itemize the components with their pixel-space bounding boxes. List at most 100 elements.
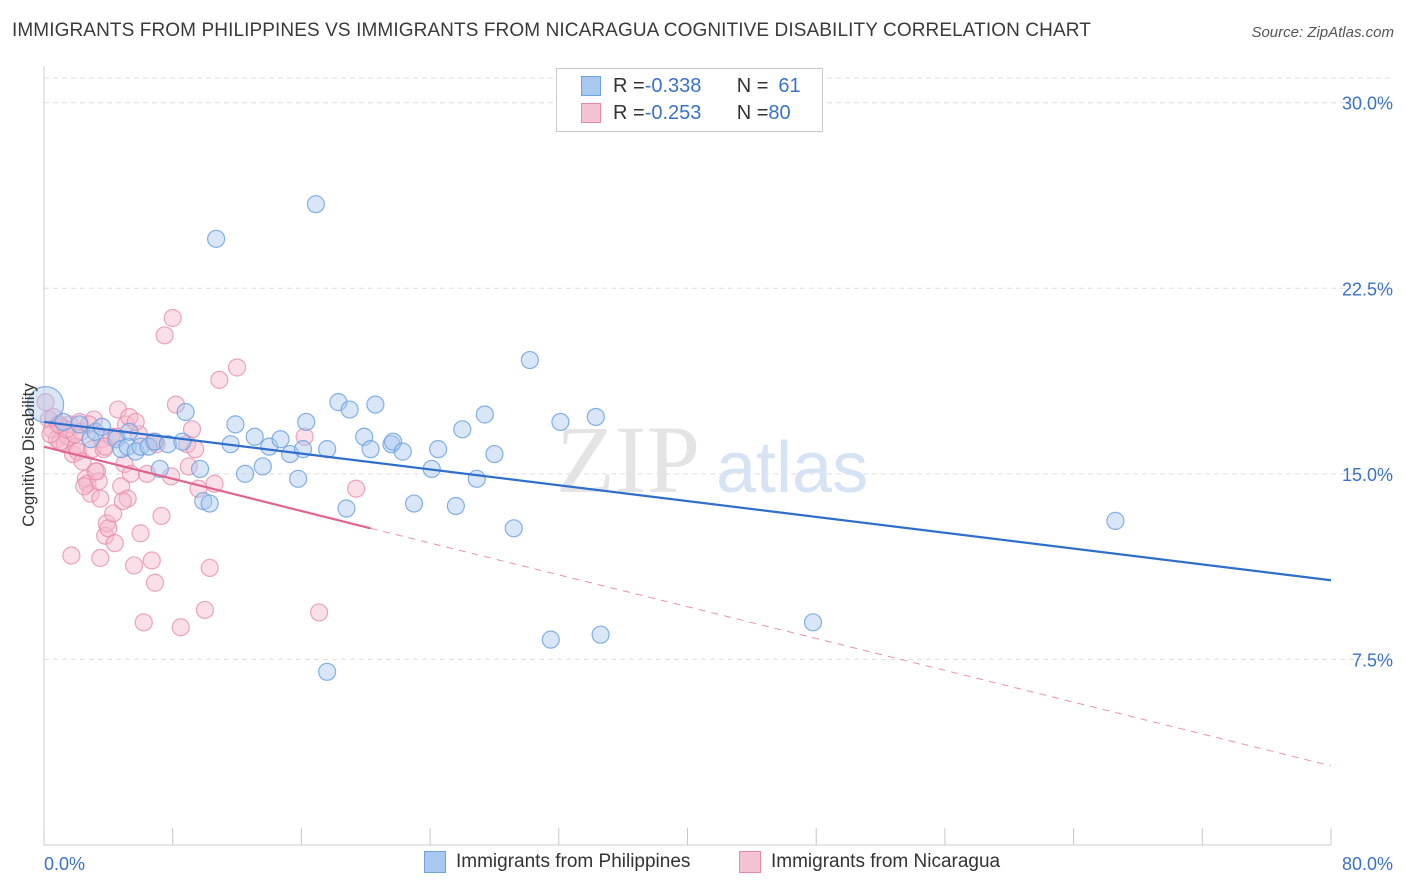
data-point-philippines bbox=[340, 400, 359, 419]
data-point-philippines bbox=[253, 457, 272, 476]
legend-r-value: -0.338 bbox=[644, 74, 702, 97]
trend-lines bbox=[43, 420, 1332, 767]
data-point-nicaragua bbox=[195, 600, 214, 620]
data-point-nicaragua bbox=[227, 358, 247, 377]
data-point-nicaragua bbox=[104, 504, 123, 523]
data-point-philippines bbox=[366, 395, 385, 414]
data-point-nicaragua bbox=[91, 489, 110, 508]
y-axis-label: Cognitive Disability bbox=[19, 383, 38, 527]
data-point-nicaragua bbox=[182, 420, 202, 439]
data-point-nicaragua bbox=[108, 400, 128, 419]
bottom-legend-nicaragua: Immigrants from Nicaragua bbox=[739, 851, 1000, 873]
data-point-nicaragua bbox=[91, 548, 110, 568]
data-point-nicaragua bbox=[200, 558, 219, 577]
data-point-nicaragua bbox=[124, 556, 144, 575]
data-point-philippines bbox=[92, 417, 112, 436]
data-point-nicaragua bbox=[36, 393, 55, 412]
y-tick-label: 22.5% bbox=[1342, 279, 1393, 299]
data-point-philippines bbox=[207, 229, 226, 248]
legend-r-label: R = bbox=[613, 101, 645, 124]
grid-lines bbox=[44, 77, 1392, 660]
data-point-nicaragua bbox=[171, 618, 190, 637]
data-point-philippines bbox=[467, 469, 486, 488]
data-point-philippines bbox=[289, 469, 308, 488]
data-point-nicaragua bbox=[152, 506, 171, 526]
legend-swatch-blue bbox=[581, 76, 601, 96]
data-point-philippines bbox=[404, 494, 424, 513]
data-point-philippines bbox=[190, 459, 210, 479]
data-point-philippines bbox=[245, 427, 264, 446]
data-point-nicaragua bbox=[126, 412, 145, 432]
data-point-nicaragua bbox=[145, 573, 165, 592]
data-point-nicaragua bbox=[62, 546, 81, 565]
data-point-philippines bbox=[803, 613, 823, 632]
bottom-legend-label: Immigrants from Philippines bbox=[456, 851, 691, 872]
data-point-nicaragua bbox=[163, 308, 182, 328]
bottom-legend-philippines: Immigrants from Philippines bbox=[424, 851, 690, 873]
data-point-nicaragua bbox=[134, 613, 153, 632]
data-point-philippines bbox=[541, 630, 560, 649]
data-point-nicaragua bbox=[131, 524, 150, 543]
x-tick-label: 0.0% bbox=[44, 854, 85, 874]
data-point-philippines bbox=[1106, 511, 1125, 530]
y-tick-label: 7.5% bbox=[1352, 650, 1393, 670]
legend-swatch-pink bbox=[581, 103, 601, 123]
data-point-philippines bbox=[235, 464, 255, 483]
data-point-philippines bbox=[393, 442, 412, 461]
y-tick-label: 15.0% bbox=[1342, 465, 1393, 485]
data-point-nicaragua bbox=[86, 462, 105, 481]
data-point-philippines bbox=[485, 444, 504, 464]
bottom-legend-swatch-blue bbox=[424, 851, 446, 873]
data-point-philippines bbox=[586, 407, 605, 427]
bottom-legend-label: Immigrants from Nicaragua bbox=[771, 851, 1001, 872]
data-point-philippines bbox=[54, 412, 73, 432]
data-point-nicaragua bbox=[210, 370, 229, 389]
data-point-philippines bbox=[150, 459, 169, 479]
data-point-nicaragua bbox=[346, 479, 366, 498]
data-point-philippines bbox=[551, 412, 570, 432]
legend-row-philippines: R = -0.338 N = 61 bbox=[581, 74, 801, 98]
data-point-philippines bbox=[226, 415, 245, 434]
trend-line-nicaragua-extension bbox=[370, 527, 1332, 767]
data-point-philippines bbox=[70, 415, 89, 434]
legend-n-value: 61 bbox=[778, 74, 801, 97]
data-point-philippines bbox=[200, 494, 219, 513]
data-point-nicaragua bbox=[118, 489, 137, 508]
data-point-philippines bbox=[446, 496, 465, 516]
data-point-philippines bbox=[383, 432, 403, 451]
data-point-philippines bbox=[297, 412, 316, 432]
tick-labels: 7.5% 15.0% 22.5% 30.0% 0.0% 80.0% bbox=[44, 94, 1393, 874]
data-point-philippines bbox=[318, 662, 337, 681]
data-point-philippines bbox=[520, 350, 539, 370]
data-point-nicaragua bbox=[166, 395, 186, 414]
data-point-philippines bbox=[271, 430, 290, 449]
axes bbox=[43, 66, 1332, 846]
legend-r-value: -0.253 bbox=[644, 101, 702, 124]
data-point-philippines bbox=[504, 519, 523, 538]
watermark-atlas: atlas bbox=[716, 428, 868, 508]
data-point-philippines bbox=[173, 432, 192, 451]
data-point-philippines bbox=[453, 420, 472, 439]
series-philippines-points bbox=[27, 195, 1125, 681]
data-point-philippines bbox=[337, 499, 356, 518]
data-point-nicaragua bbox=[155, 326, 174, 345]
legend-r-label: R = bbox=[613, 74, 645, 97]
data-point-nicaragua bbox=[113, 491, 132, 511]
data-point-philippines bbox=[306, 195, 325, 214]
trend-line-philippines bbox=[43, 420, 1332, 582]
watermark-zip: ZIP bbox=[556, 406, 700, 513]
series-nicaragua-points bbox=[36, 308, 366, 637]
data-point-nicaragua bbox=[309, 603, 329, 622]
legend-n-label: N = bbox=[736, 74, 769, 97]
data-point-nicaragua bbox=[75, 477, 94, 496]
data-point-philippines bbox=[329, 393, 348, 412]
bottom-legend-swatch-pink bbox=[739, 851, 761, 873]
data-point-nicaragua bbox=[142, 551, 161, 570]
data-point-philippines bbox=[475, 405, 494, 424]
y-tick-label: 30.0% bbox=[1342, 94, 1393, 114]
legend-n-label: N = bbox=[736, 101, 769, 124]
data-point-philippines bbox=[158, 435, 177, 454]
data-point-philippines bbox=[429, 440, 448, 459]
x-tick-label: 80.0% bbox=[1342, 854, 1393, 874]
